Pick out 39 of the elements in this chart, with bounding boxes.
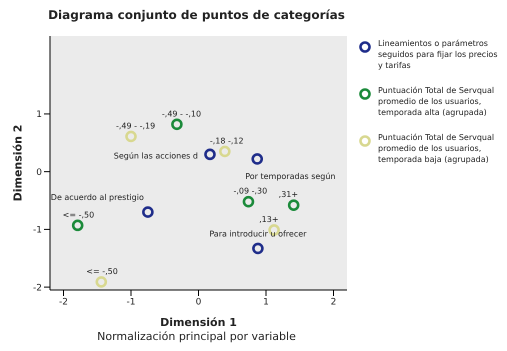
data-label: De acuerdo al prestigio: [50, 193, 144, 202]
data-label: -,09 -,30: [233, 186, 268, 196]
data-label: Por temporadas según: [245, 172, 336, 181]
y-axis-title: Dimensión 2: [12, 124, 24, 202]
point: [72, 220, 84, 232]
text: Normalización principal por variable: [96, 330, 297, 343]
chart-title: Diagrama conjunto de puntos de categorías: [47, 8, 346, 22]
point: [96, 276, 108, 288]
point: [252, 242, 264, 254]
y-tick-label: 1: [36, 110, 42, 120]
data-label: Según las acciones d: [114, 151, 198, 160]
legend-label: Lineamientos o parámetros seguidos para fijar los precios y tarifas: [378, 38, 498, 71]
y-tick-label: -1: [33, 226, 42, 236]
data-label: -,18 -,12: [210, 136, 244, 146]
data-label: ,31+: [278, 190, 298, 200]
x-tick-label: -1: [126, 297, 136, 308]
point: [242, 196, 254, 208]
y-tick-label: 0: [36, 168, 42, 178]
data-label: -,49 - -,19: [116, 121, 156, 130]
data-label: <= -,50: [62, 210, 94, 220]
data-label: -,49 - -,10: [162, 109, 202, 118]
data-label: ,13+: [259, 214, 279, 224]
point: [171, 118, 183, 130]
legend-label: Puntuación Total de Servqual promedio de los usuarios, temporada baja (agrupada): [378, 132, 496, 165]
x-tick-label: 0: [196, 297, 202, 308]
x-tick-label: -2: [59, 297, 68, 308]
point: [251, 153, 264, 165]
legend-label: Puntuación Total de Servqual promedio de los usuarios, temporada alta (agrupada): [378, 85, 496, 118]
x-axis-title: Dimensión 1: [160, 316, 237, 329]
point: [219, 146, 231, 158]
data-label: Para introducir u ofrecer: [209, 229, 308, 238]
point: [142, 206, 154, 218]
point: [125, 130, 137, 142]
x-tick-label: 1: [263, 297, 269, 308]
point: [204, 148, 216, 160]
y-tick-label: -2: [33, 283, 42, 294]
point: [288, 199, 300, 211]
data-label: <= -,50: [86, 266, 118, 276]
x-tick-label: 2: [330, 297, 336, 308]
